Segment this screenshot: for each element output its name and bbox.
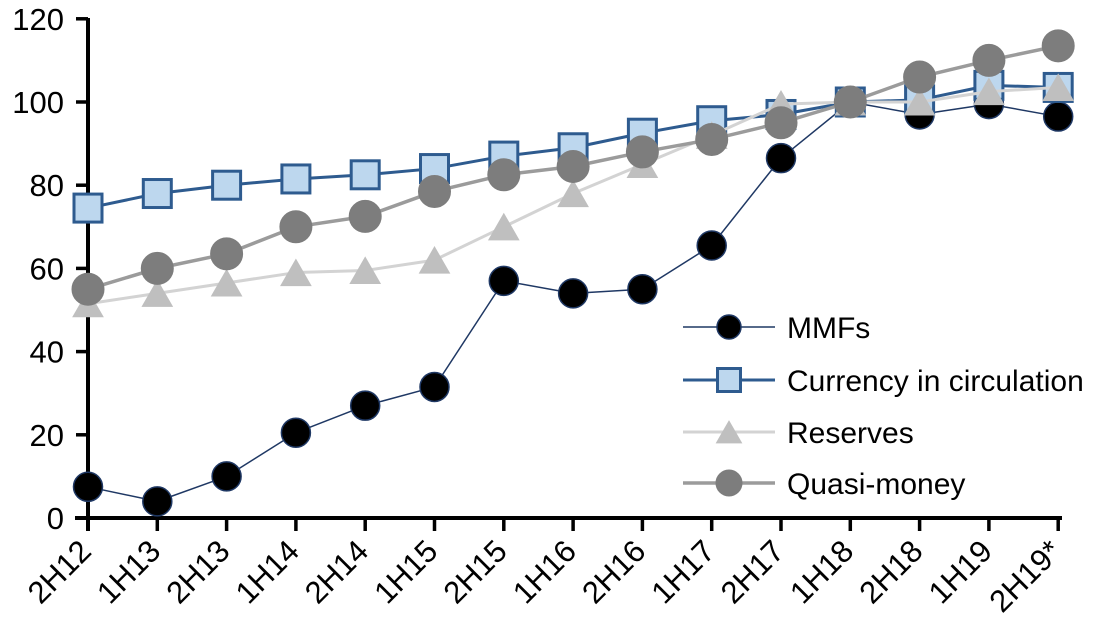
x-tick-label: 1H14 — [229, 533, 306, 610]
series-quasi-money-marker — [348, 199, 382, 233]
y-tick-label: 60 — [30, 251, 64, 286]
legend-item-currency-in-circulation: Currency in circulation — [683, 365, 1084, 398]
x-tick-label: 2H12 — [21, 533, 98, 610]
series-mmfs-marker — [72, 471, 104, 503]
series-mmfs-marker — [765, 142, 797, 174]
series-mmfs-marker — [349, 390, 381, 421]
series-reserves-marker — [557, 179, 589, 208]
series-reserves-marker — [349, 256, 382, 285]
series-currency-in-circulation-marker — [141, 178, 173, 210]
x-tick-label: 2H14 — [298, 533, 375, 610]
series-mmfs-marker — [211, 461, 242, 492]
series-mmfs-marker — [696, 230, 727, 261]
series-mmfs-marker — [1042, 101, 1074, 132]
x-tick-label: 2H13 — [159, 533, 236, 610]
series-reserves-marker — [210, 268, 243, 297]
series-reserves-marker — [418, 246, 451, 274]
y-tick-label: 20 — [30, 418, 64, 453]
legend-item-quasi-money: Quasi-money — [683, 468, 965, 501]
legend-marker-reserves — [715, 420, 743, 444]
series-reserves-marker — [973, 77, 1005, 106]
x-tick-label: 1H15 — [367, 533, 444, 610]
legend-label-reserves: Reserves — [787, 417, 914, 450]
series-mmfs-marker — [280, 417, 312, 448]
legend-marker-quasi-money — [715, 469, 743, 497]
x-tick-label: 1H16 — [506, 533, 583, 610]
series-quasi-money-marker — [833, 85, 867, 119]
series-reserves-marker — [487, 212, 520, 241]
x-tick-label: 2H19* — [982, 533, 1068, 619]
series-quasi-money-marker — [556, 149, 590, 183]
series-currency-in-circulation-marker — [211, 169, 243, 201]
series-quasi-money-marker — [279, 210, 313, 244]
series-quasi-money — [71, 29, 1075, 306]
series-reserves-marker — [280, 258, 312, 287]
legend-marker-currency-in-circulation — [716, 367, 742, 393]
y-tick-label: 120 — [12, 2, 64, 37]
legend-marker-mmfs — [716, 314, 742, 340]
y-tick-label: 100 — [12, 85, 64, 120]
x-tick-label: 1H17 — [644, 533, 721, 610]
legend-label-quasi-money: Quasi-money — [787, 468, 965, 501]
series-currency-in-circulation-marker — [349, 159, 381, 191]
series-reserves-marker — [903, 87, 936, 116]
legend-item-reserves: Reserves — [683, 417, 914, 450]
series-mmfs-marker — [557, 278, 589, 309]
x-tick-label: 1H18 — [783, 533, 860, 610]
x-tick-label: 1H13 — [90, 533, 167, 610]
series-reserves-marker — [1042, 73, 1075, 101]
series-quasi-money-marker — [140, 251, 174, 285]
series-currency-in-circulation-marker — [72, 192, 104, 224]
legend: MMFs Currency in circulation Reserves Quasi… — [683, 312, 1084, 501]
y-tick-label: 0 — [47, 501, 64, 536]
series-mmfs-marker — [627, 273, 658, 305]
series-quasi-money-marker — [210, 237, 244, 271]
legend-label-currency-in-circulation: Currency in circulation — [787, 365, 1084, 398]
x-tick-label: 2H18 — [852, 533, 929, 610]
series-quasi-money-marker — [972, 43, 1006, 77]
legend-label-mmfs: MMFs — [787, 312, 870, 345]
series-mmfs-marker — [419, 371, 450, 403]
x-tick-label: 2H16 — [575, 533, 652, 610]
series-quasi-money-marker — [487, 158, 521, 192]
series-mmfs-marker — [142, 486, 173, 517]
series-quasi-money-marker — [903, 60, 937, 94]
series-currency-in-circulation-marker — [280, 163, 312, 195]
series-quasi-money-marker — [695, 122, 729, 156]
series-quasi-money-marker — [1041, 29, 1075, 63]
series-reserves-marker — [141, 279, 174, 307]
y-tick-label: 40 — [30, 335, 64, 370]
series-quasi-money-marker — [764, 106, 798, 140]
y-tick-label: 80 — [30, 168, 64, 203]
series-quasi-money-marker — [625, 135, 659, 169]
legend-item-mmfs: MMFs — [683, 312, 870, 345]
x-tick-label: 2H15 — [437, 533, 514, 610]
series-mmfs-marker — [488, 265, 520, 297]
series-quasi-money-marker — [71, 272, 105, 306]
series-quasi-money-marker — [418, 174, 451, 208]
x-tick-label: 2H17 — [714, 533, 791, 610]
